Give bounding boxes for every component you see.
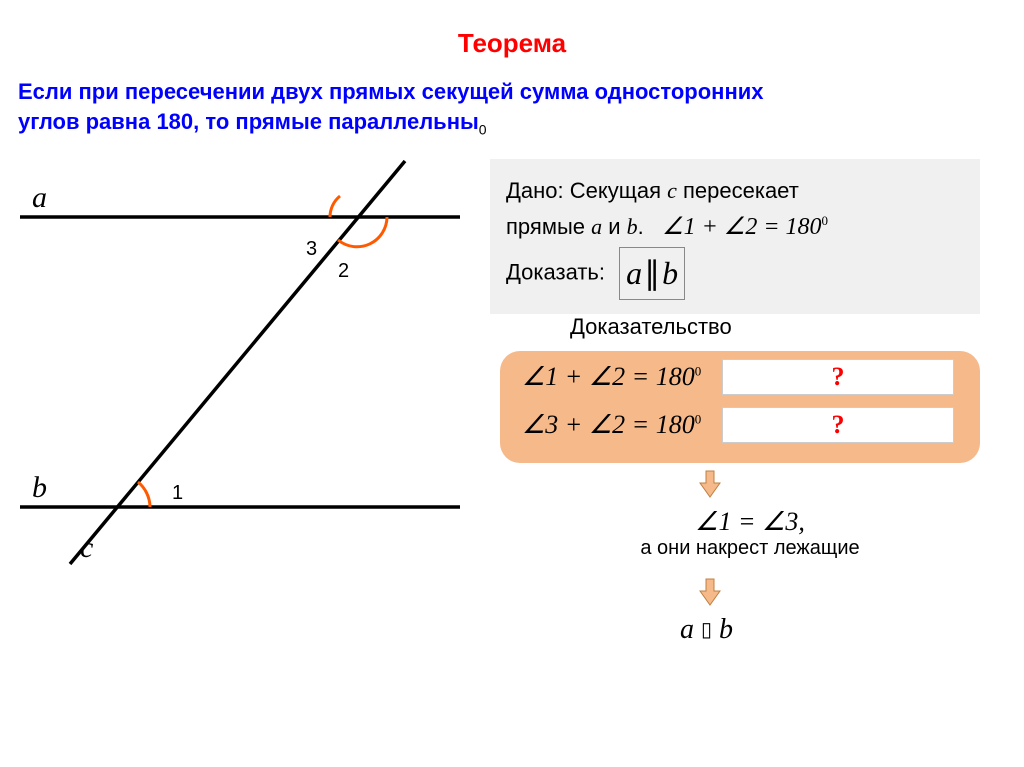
given-period: . bbox=[638, 214, 644, 239]
prove-formula: a∥b bbox=[619, 247, 685, 300]
statement-zero: 0 bbox=[479, 121, 487, 137]
page-title: Теорема bbox=[0, 0, 1024, 59]
angle-1-arc bbox=[138, 482, 150, 507]
content-area: a b c 3 2 1 Дано: Секущая с пересекает п… bbox=[0, 139, 1024, 699]
given-a: a bbox=[591, 214, 602, 239]
proof-formula-2: ∠3 + ∠2 = 1800 bbox=[522, 410, 722, 440]
statement-line2: углов равна 180, то прямые параллельны bbox=[18, 109, 479, 134]
question-box-1: ? bbox=[722, 359, 954, 395]
prove-label: Доказать: bbox=[506, 259, 605, 284]
angle-3-label: 3 bbox=[306, 238, 317, 260]
given-box: Дано: Секущая с пересекает прямые a и b.… bbox=[490, 159, 980, 314]
label-b: b bbox=[32, 471, 47, 504]
given-text1: Дано: Секущая bbox=[506, 178, 667, 203]
given-b: b bbox=[627, 214, 638, 239]
given-line2: прямые a и b. ∠1 + ∠2 = 1800 bbox=[506, 208, 964, 246]
conclusion-final: a ▯ b bbox=[680, 614, 733, 646]
given-formula: ∠1 + ∠2 = 1800 bbox=[662, 214, 828, 240]
given-line3: Доказать: a∥b bbox=[506, 247, 964, 300]
geometry-diagram: a b c 3 2 1 bbox=[10, 149, 470, 579]
given-line1: Дано: Секущая с пересекает bbox=[506, 173, 964, 208]
proof-box: ∠1 + ∠2 = 1800 ? ∠3 + ∠2 = 1800 ? bbox=[500, 351, 980, 463]
given-text2: прямые bbox=[506, 214, 591, 239]
arrow-down-2 bbox=[698, 577, 722, 607]
theorem-statement: Если при пересечении двух прямых секущей… bbox=[0, 59, 1024, 139]
arrow-down-1 bbox=[698, 469, 722, 499]
given-c: с bbox=[667, 178, 677, 203]
given-and: и bbox=[602, 214, 627, 239]
proof-row-2: ∠3 + ∠2 = 1800 ? bbox=[500, 399, 980, 447]
proof-formula-1: ∠1 + ∠2 = 1800 bbox=[522, 362, 722, 392]
proof-heading: Доказательство bbox=[570, 314, 732, 340]
angle-1-label: 1 bbox=[172, 482, 183, 504]
proof-row-1: ∠1 + ∠2 = 1800 ? bbox=[500, 351, 980, 399]
conclusion-1: ∠1 = ∠3, а они накрест лежащие bbox=[560, 507, 940, 560]
angle-3-arc bbox=[330, 196, 340, 217]
statement-line1: Если при пересечении двух прямых секущей… bbox=[18, 79, 764, 104]
angle-2-label: 2 bbox=[338, 260, 349, 282]
label-c: c bbox=[80, 531, 93, 564]
label-a: a bbox=[32, 181, 47, 214]
given-text1b: пересекает bbox=[677, 178, 799, 203]
question-box-2: ? bbox=[722, 407, 954, 443]
line-c bbox=[70, 161, 405, 564]
conclusion-formula: ∠1 = ∠3, bbox=[560, 507, 940, 537]
conclusion-text: а они накрест лежащие bbox=[560, 537, 940, 560]
